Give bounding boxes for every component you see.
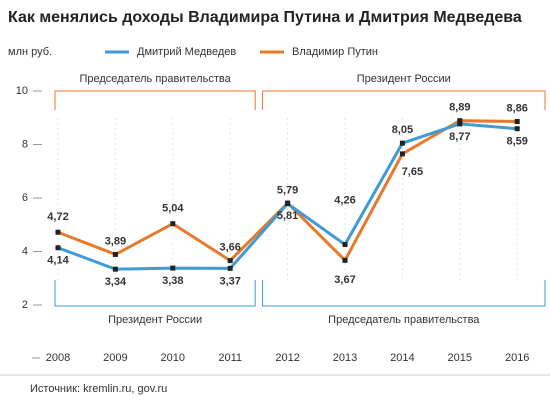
value-label: 5,79 (277, 185, 298, 197)
value-label: 7,65 (402, 166, 423, 178)
chart-title: Как менялись доходы Владимира Путина и Д… (8, 9, 522, 26)
annotation: Президент России (357, 73, 451, 85)
point (170, 221, 176, 227)
point (342, 257, 348, 263)
y-tick-label: 2 (22, 299, 28, 311)
point (170, 265, 176, 271)
point (457, 118, 463, 124)
value-label: 4,26 (334, 194, 355, 206)
value-label: 8,86 (506, 102, 527, 114)
annotation: Президент России (108, 314, 202, 326)
annotation-bracket (54, 280, 256, 307)
point (285, 200, 291, 206)
value-label: 8,89 (449, 102, 470, 114)
annotation-bracket (54, 90, 256, 110)
point (55, 245, 61, 251)
value-label: 4,72 (47, 211, 68, 223)
point (399, 151, 405, 157)
point (457, 121, 463, 127)
point (227, 265, 233, 271)
value-label: 3,89 (105, 235, 126, 247)
value-label: 4,14 (47, 255, 69, 267)
y-tick-label: 6 (22, 192, 28, 204)
value-label: 3,67 (334, 274, 355, 286)
point (514, 118, 520, 124)
value-label: 3,66 (219, 242, 240, 254)
point (342, 242, 348, 248)
legend-label: Владимир Путин (292, 46, 378, 58)
value-label: 5,04 (162, 203, 184, 215)
x-tick-label: 2011 (218, 352, 242, 364)
x-tick-label: 2015 (448, 352, 472, 364)
annotation: Председатель правительства (328, 314, 480, 326)
x-tick-label: 2009 (103, 352, 127, 364)
x-tick-label: 2012 (275, 352, 299, 364)
point (55, 229, 61, 235)
value-label: 8,59 (506, 136, 527, 148)
x-tick-label: 2010 (161, 352, 185, 364)
y-tick-label: 4 (22, 245, 28, 257)
value-label: 3,37 (219, 275, 240, 287)
value-label: 3,38 (162, 275, 183, 287)
y-tick-label: 10 (16, 85, 28, 97)
value-label: 8,05 (392, 124, 413, 136)
annotation: Председатель правительства (79, 73, 231, 85)
x-tick-label: 2008 (46, 352, 70, 364)
value-label: 5,81 (277, 210, 298, 222)
source: Источник: kremlin.ru, gov.ru (30, 383, 167, 395)
y-tick-label: 8 (22, 138, 28, 150)
value-label: 3,34 (105, 276, 127, 288)
x-tick-label: 2013 (333, 352, 357, 364)
point (514, 126, 520, 132)
y-axis-label: млн руб. (8, 46, 52, 58)
value-label: 8,77 (449, 131, 470, 143)
legend-label: Дмитрий Медведев (137, 46, 236, 58)
annotation-bracket (262, 280, 546, 307)
x-tick-label: 2014 (390, 352, 414, 364)
point (227, 258, 233, 264)
point (112, 266, 118, 272)
point (112, 251, 118, 257)
point (399, 140, 405, 146)
x-tick-label: 2016 (505, 352, 529, 364)
annotation-bracket (262, 90, 546, 110)
